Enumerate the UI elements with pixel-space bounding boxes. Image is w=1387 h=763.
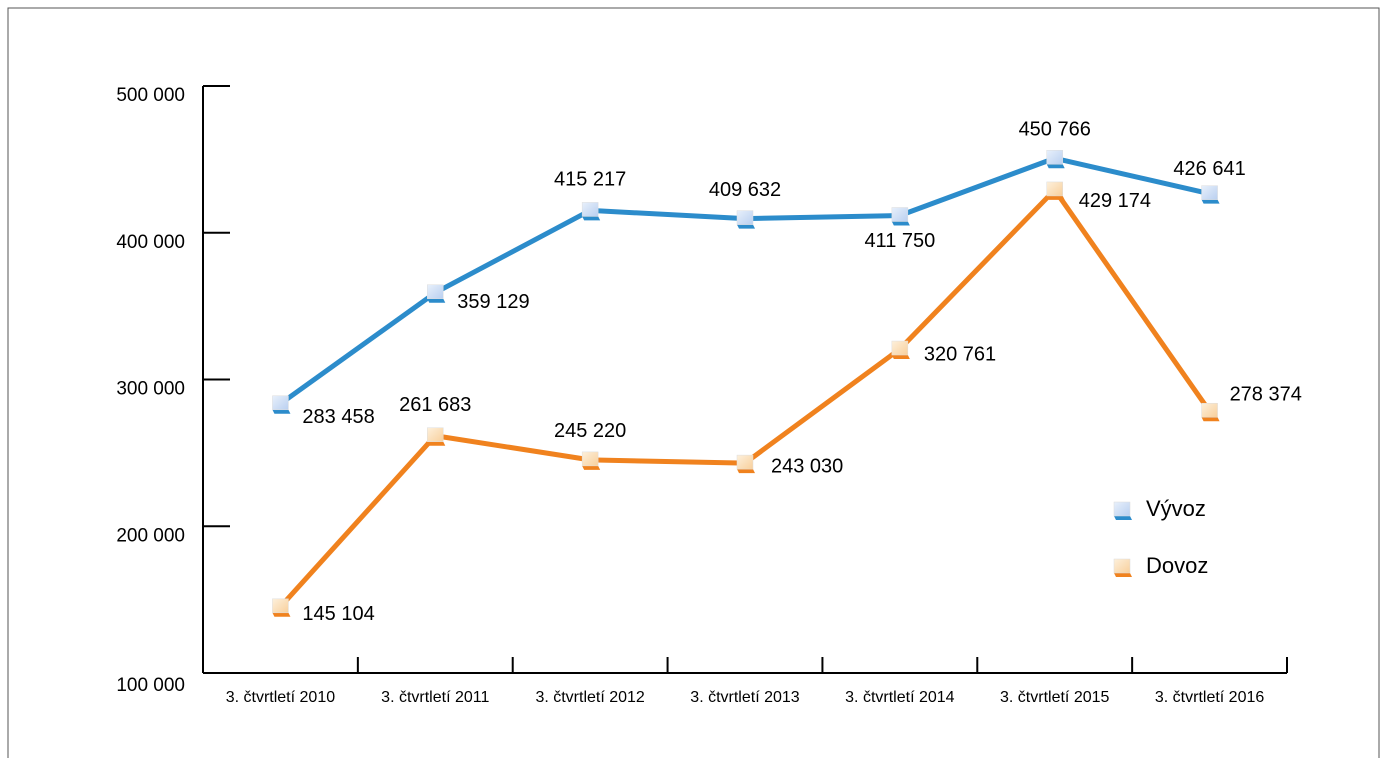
data-label: 320 761 bbox=[924, 343, 996, 365]
y-tick-label: 200 000 bbox=[116, 525, 185, 546]
point bbox=[1046, 150, 1065, 169]
x-tick-label: 3. čtvrtletí 2013 bbox=[690, 689, 799, 706]
point bbox=[891, 207, 910, 226]
y-tick-label: 500 000 bbox=[116, 85, 185, 106]
y-tick-label: 300 000 bbox=[116, 379, 185, 400]
x-tick-label: 3. čtvrtletí 2012 bbox=[535, 689, 644, 706]
point bbox=[581, 451, 601, 470]
x-tick-label: 3. čtvrtletí 2015 bbox=[1000, 689, 1109, 706]
x-tick-label: 3. čtvrtletí 2010 bbox=[226, 689, 335, 706]
point bbox=[272, 598, 291, 617]
data-label: 426 641 bbox=[1173, 158, 1245, 180]
data-label: 283 458 bbox=[302, 406, 374, 428]
x-tick-label: 3. čtvrtletí 2011 bbox=[381, 689, 489, 706]
point bbox=[1201, 185, 1220, 204]
point bbox=[272, 395, 291, 414]
y-tick-label: 400 000 bbox=[116, 232, 185, 253]
data-label: 243 030 bbox=[771, 455, 843, 477]
legend-label: Vývoz bbox=[1146, 496, 1206, 521]
data-label: 145 104 bbox=[302, 603, 374, 625]
y-tick-label: 100 000 bbox=[116, 675, 185, 696]
point bbox=[736, 454, 755, 474]
data-label: 409 632 bbox=[709, 179, 781, 201]
x-tick-label: 3. čtvrtletí 2016 bbox=[1155, 689, 1264, 706]
point bbox=[427, 427, 446, 446]
point bbox=[581, 202, 601, 221]
legend-marker bbox=[1113, 558, 1132, 577]
legend-label: Dovoz bbox=[1146, 553, 1208, 578]
data-label: 278 374 bbox=[1230, 384, 1302, 406]
data-label: 415 217 bbox=[554, 169, 626, 191]
data-label: 450 766 bbox=[1019, 119, 1091, 141]
x-tick-label: 3. čtvrtletí 2014 bbox=[845, 689, 954, 706]
point bbox=[891, 340, 910, 360]
data-label: 411 750 bbox=[864, 230, 935, 252]
point bbox=[427, 284, 446, 303]
data-label: 429 174 bbox=[1079, 190, 1151, 212]
data-label: 261 683 bbox=[399, 394, 471, 416]
data-label: 245 220 bbox=[554, 420, 626, 442]
point bbox=[1046, 181, 1065, 200]
frame bbox=[7, 7, 1380, 758]
legend-marker bbox=[1113, 501, 1132, 520]
point bbox=[736, 210, 755, 229]
point bbox=[1201, 402, 1220, 422]
data-label: 359 129 bbox=[457, 291, 529, 313]
